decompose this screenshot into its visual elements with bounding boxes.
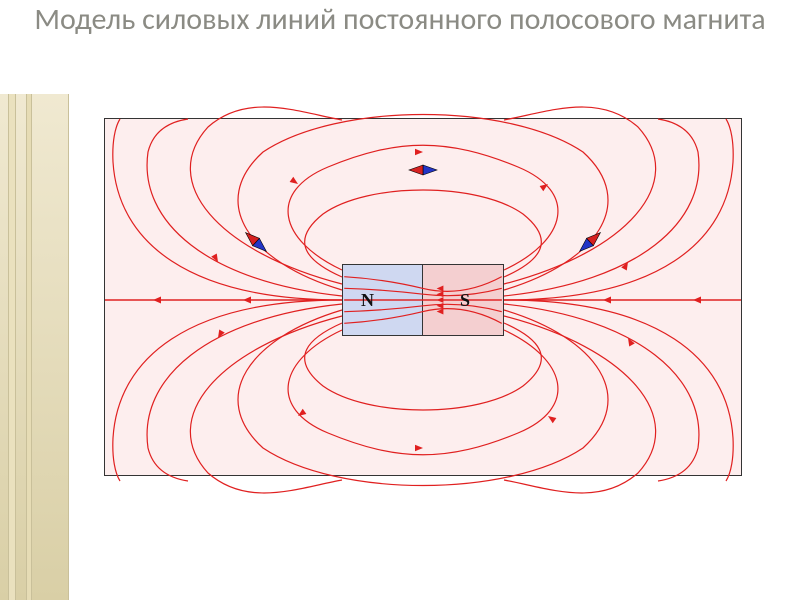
compass-needle xyxy=(409,165,437,175)
deco-band xyxy=(26,94,32,600)
left-decoration xyxy=(0,94,69,600)
deco-band xyxy=(8,94,16,600)
diagram-canvas: N S xyxy=(98,112,748,482)
bar-magnet: N S xyxy=(342,264,504,336)
north-label: N xyxy=(361,290,374,311)
slide: Модель силовых линий постоянного полосов… xyxy=(0,0,800,600)
south-label: S xyxy=(460,290,470,311)
page-title: Модель силовых линий постоянного полосов… xyxy=(0,4,800,36)
